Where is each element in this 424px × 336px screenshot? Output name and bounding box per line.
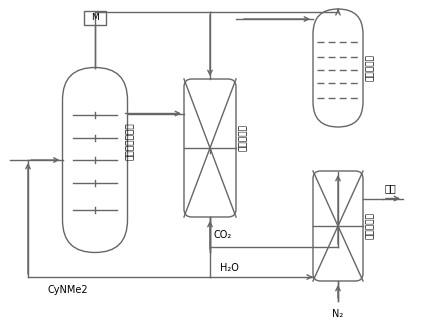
Text: 产品分离塔: 产品分离塔 xyxy=(239,125,248,152)
Text: CO₂: CO₂ xyxy=(214,230,232,240)
Text: 尾气: 尾气 xyxy=(385,183,397,194)
Text: 产品精制塔: 产品精制塔 xyxy=(366,54,375,81)
Text: M: M xyxy=(91,13,99,23)
Text: CyNMe2: CyNMe2 xyxy=(48,285,89,295)
FancyBboxPatch shape xyxy=(62,68,128,252)
FancyBboxPatch shape xyxy=(313,9,363,127)
Text: 氢甲酰化反应器: 氢甲酰化反应器 xyxy=(126,122,135,160)
Text: 溶剂回收塔: 溶剂回收塔 xyxy=(366,213,375,240)
Text: H₂O: H₂O xyxy=(220,263,239,273)
FancyBboxPatch shape xyxy=(313,171,363,281)
FancyBboxPatch shape xyxy=(84,11,106,25)
FancyBboxPatch shape xyxy=(184,79,236,217)
Text: N₂: N₂ xyxy=(332,309,343,319)
